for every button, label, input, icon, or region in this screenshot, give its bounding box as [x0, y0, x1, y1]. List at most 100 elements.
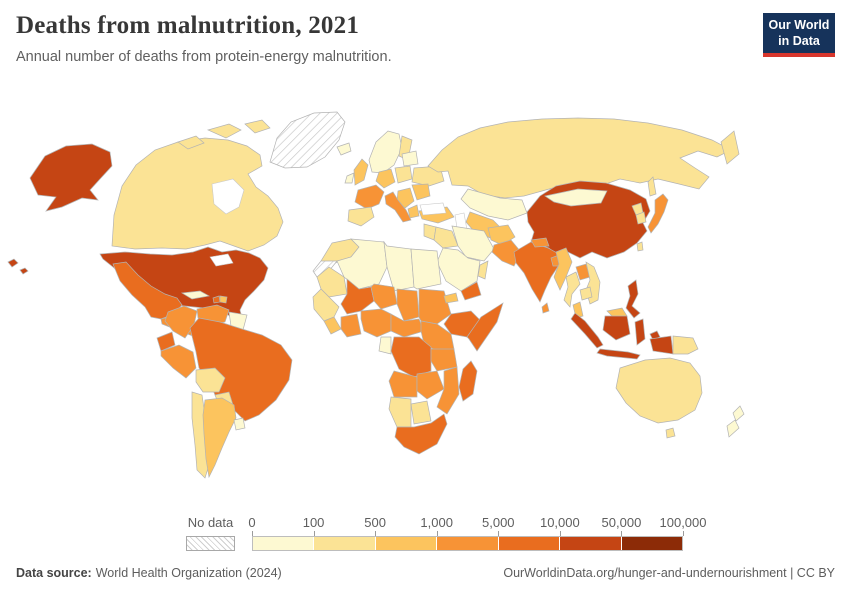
region-saudi-arabia[interactable]: [436, 247, 481, 292]
no-data-label: No data: [187, 515, 234, 530]
black-sea: [419, 202, 447, 216]
legend-bin[interactable]: [436, 537, 498, 550]
region-greenland[interactable]: [269, 111, 346, 169]
region-pakistan[interactable]: [491, 239, 522, 267]
region-angola[interactable]: [388, 370, 418, 398]
region-iraq[interactable]: [433, 226, 459, 249]
legend-no-data[interactable]: No data: [186, 515, 235, 551]
region-poland[interactable]: [394, 165, 413, 184]
region-peru[interactable]: [160, 344, 197, 379]
legend-bin[interactable]: [374, 537, 437, 550]
region-thailand[interactable]: [563, 271, 581, 308]
legend-bin[interactable]: [313, 537, 375, 550]
region-alaska[interactable]: [29, 143, 113, 212]
no-data-swatch: [186, 536, 235, 551]
region-chad[interactable]: [396, 288, 420, 322]
region-ivory-coast-ghana[interactable]: [340, 313, 362, 338]
region-nepal[interactable]: [530, 237, 550, 248]
region-colombia[interactable]: [164, 305, 198, 339]
region-new-zealand[interactable]: [732, 405, 745, 422]
region-australia[interactable]: [615, 357, 703, 424]
region-libya[interactable]: [383, 240, 415, 292]
region-cuba[interactable]: [180, 290, 211, 300]
region-somalia[interactable]: [466, 302, 504, 352]
region-madagascar[interactable]: [458, 360, 478, 402]
region-argentina[interactable]: [202, 397, 237, 479]
region-democratic-republic-of-congo[interactable]: [390, 336, 432, 378]
region-greece[interactable]: [407, 204, 420, 219]
legend-color-bar: [252, 536, 683, 551]
legend-bin[interactable]: [620, 537, 682, 550]
region-niger[interactable]: [370, 283, 398, 310]
region-spain[interactable]: [347, 206, 375, 227]
region-kalimantan-indonesia[interactable]: [602, 315, 631, 341]
legend-bin[interactable]: [497, 537, 560, 550]
region-uruguay[interactable]: [233, 417, 246, 431]
region-sulawesi-indonesia[interactable]: [634, 318, 646, 346]
region-tasmania[interactable]: [665, 427, 676, 439]
region-india[interactable]: [513, 241, 560, 303]
region-myanmar[interactable]: [553, 247, 573, 291]
region-germany[interactable]: [375, 168, 396, 189]
region-tanzania[interactable]: [430, 348, 458, 372]
region-japan[interactable]: [647, 193, 669, 234]
region-mozambique[interactable]: [436, 366, 460, 415]
region-canadian-arctic-islands[interactable]: [244, 119, 271, 134]
region-scandinavia[interactable]: [368, 130, 403, 174]
region-nigeria[interactable]: [360, 308, 392, 338]
credit-link[interactable]: OurWorldinData.org/hunger-and-undernouri…: [503, 566, 835, 580]
legend-tick-label: 1,000: [420, 515, 453, 530]
region-papua-new-guinea[interactable]: [672, 335, 699, 355]
region-sri-lanka[interactable]: [541, 302, 550, 314]
chart-header: Deaths from malnutrition, 2021 Annual nu…: [16, 12, 392, 65]
region-mongolia[interactable]: [544, 188, 608, 207]
region-italy[interactable]: [384, 191, 412, 223]
region-taiwan[interactable]: [636, 241, 644, 252]
region-kazakhstan[interactable]: [460, 188, 528, 221]
region-eritrea[interactable]: [443, 292, 459, 304]
chart-subtitle: Annual number of deaths from protein-ene…: [16, 49, 392, 65]
region-baltics[interactable]: [401, 150, 419, 167]
region-hawaii[interactable]: [7, 258, 19, 268]
region-kamchatka[interactable]: [720, 130, 740, 165]
region-botswana[interactable]: [410, 400, 432, 425]
legend-tick-label: 5,000: [482, 515, 515, 530]
region-south-korea[interactable]: [635, 211, 647, 225]
region-ecuador[interactable]: [156, 331, 176, 352]
region-united-kingdom[interactable]: [353, 158, 369, 186]
legend-tick-label: 50,000: [601, 515, 642, 530]
region-zambia-zimbabwe[interactable]: [416, 370, 445, 400]
region-gabon-congo[interactable]: [378, 336, 392, 355]
region-france[interactable]: [354, 184, 385, 210]
region-sudan[interactable]: [418, 288, 452, 325]
region-java-indonesia[interactable]: [596, 348, 641, 360]
region-south-africa[interactable]: [394, 413, 448, 455]
region-canada[interactable]: [111, 137, 284, 252]
owid-logo[interactable]: Our World in Data: [763, 13, 835, 58]
region-canadian-arctic-islands[interactable]: [206, 123, 242, 139]
region-dominican-republic[interactable]: [219, 295, 228, 304]
region-canadian-arctic-islands[interactable]: [177, 135, 205, 150]
legend-bin[interactable]: [559, 537, 621, 550]
region-namibia[interactable]: [388, 396, 412, 428]
region-iceland[interactable]: [336, 142, 352, 156]
legend-tick-marks: [252, 531, 684, 536]
region-romania[interactable]: [411, 183, 431, 201]
map-countries: [7, 111, 745, 479]
region-hawaii[interactable]: [19, 267, 29, 275]
region-new-zealand[interactable]: [726, 419, 740, 438]
legend-tick-label: 100,000: [659, 515, 707, 530]
region-yemen[interactable]: [460, 281, 482, 301]
region-egypt[interactable]: [410, 248, 442, 290]
region-oman[interactable]: [477, 260, 489, 280]
region-philippines[interactable]: [625, 279, 641, 319]
region-cambodia[interactable]: [579, 286, 593, 301]
legend-bin[interactable]: [253, 537, 314, 550]
region-sakhalin[interactable]: [647, 176, 657, 197]
region-iran[interactable]: [451, 225, 495, 262]
region-bolivia[interactable]: [195, 367, 226, 393]
region-sumatra-indonesia[interactable]: [570, 312, 604, 349]
region-papua-indonesia[interactable]: [649, 335, 674, 355]
region-ireland[interactable]: [344, 172, 355, 184]
